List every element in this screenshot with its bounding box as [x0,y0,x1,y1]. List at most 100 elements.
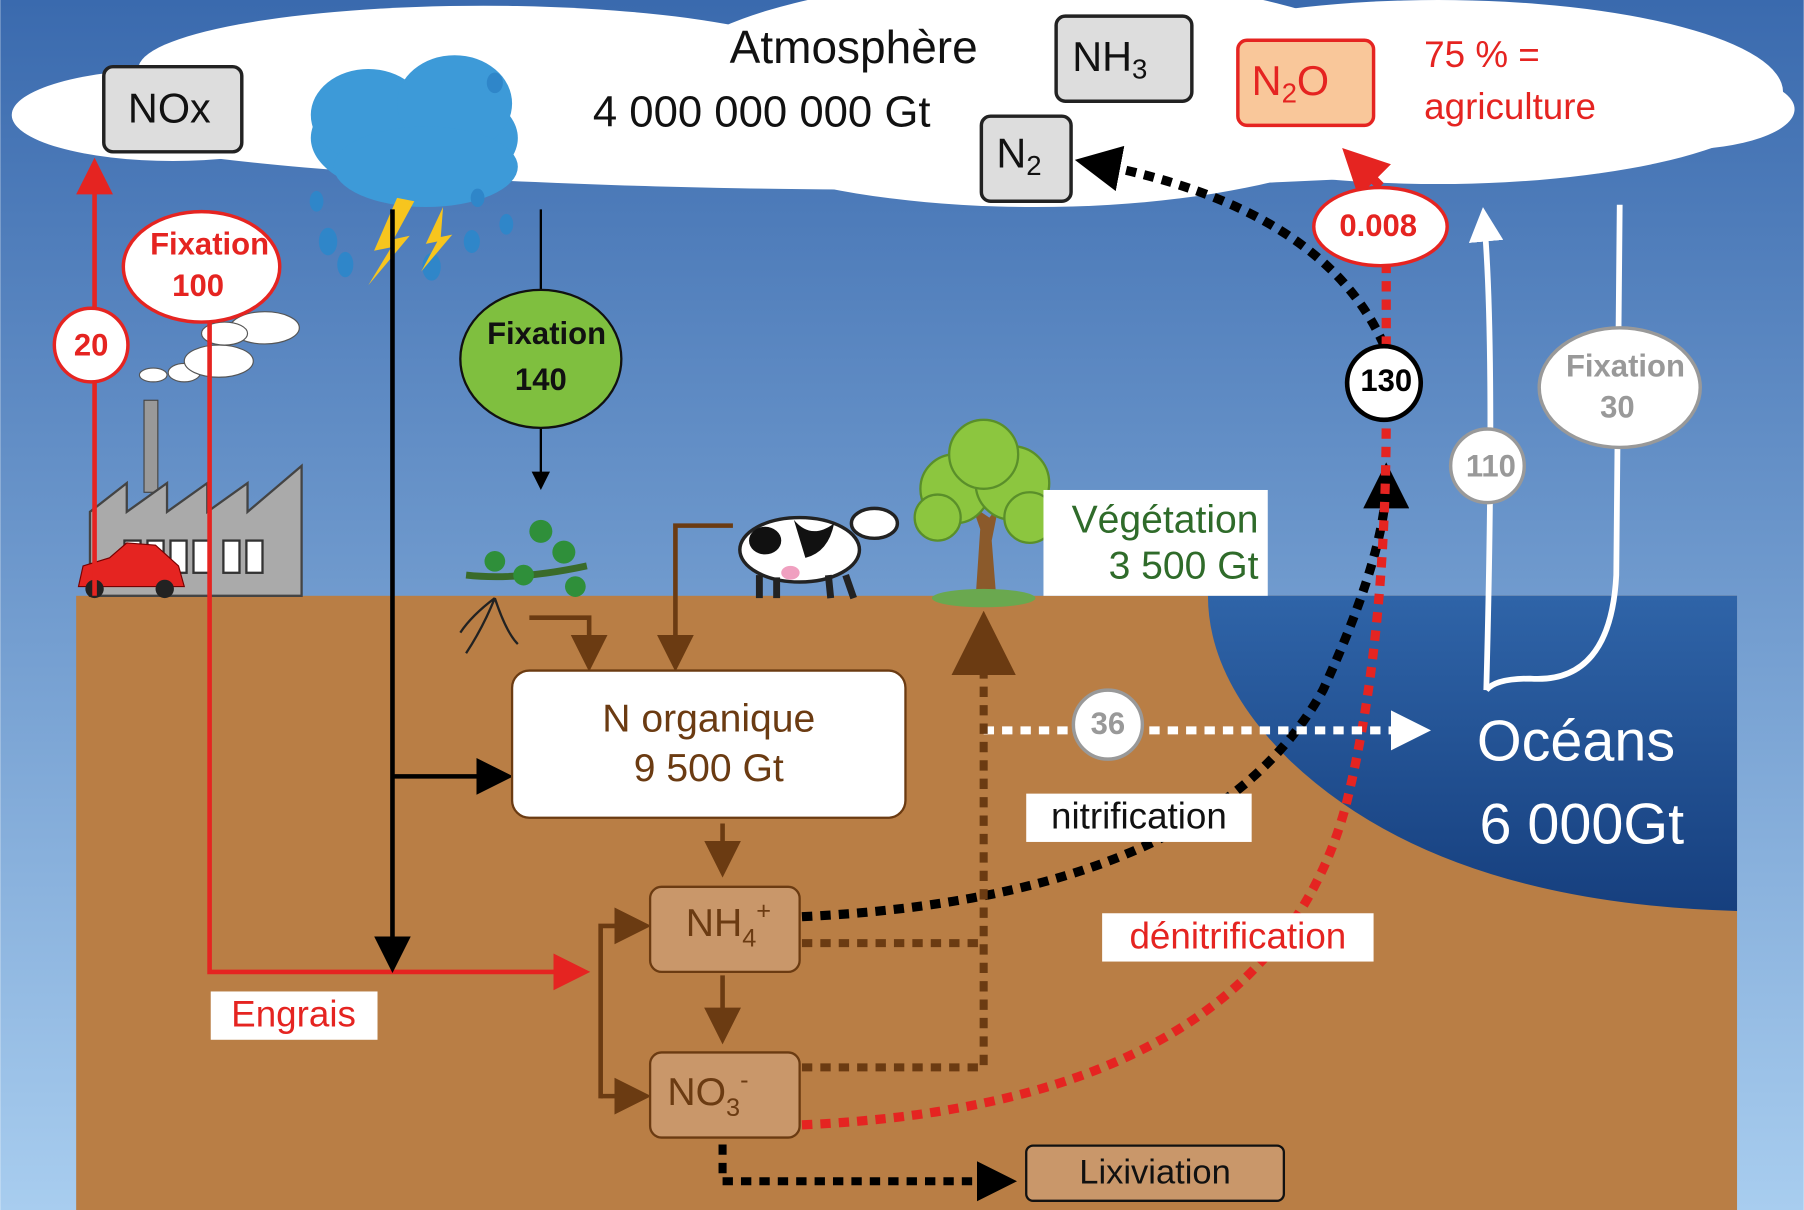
flow-arrows [76,157,1623,1115]
flux-label: Fixation [150,226,269,261]
nitrate-box [648,1051,801,1139]
flux-value: 100 [172,268,224,303]
flow-arrows-part [598,907,652,1099]
n2o-note: agriculture [1424,86,1596,127]
flux-bubble [459,288,623,430]
denitrification-box [1102,913,1374,962]
rain-cloud-icon-part-part [333,126,518,208]
factory-icon-part-part [222,539,241,574]
tree-icon-part [913,418,1057,545]
rain-cloud-icon-part-part [499,213,514,235]
n2-base: N [996,130,1026,176]
clover-icon-part-part [564,576,586,597]
organic-n-label: N organique [602,697,815,740]
n2o-box [1236,38,1376,128]
fertilizer-label: Engrais [231,993,356,1034]
rain-cloud-icon-part [309,72,514,281]
nh3-sub: 3 [1132,54,1147,85]
n2-box [979,114,1073,204]
dotted-flows-part [801,462,1410,922]
factory-icon-part [155,579,174,599]
tree-icon [913,418,1057,608]
ammonium-sup: + [756,897,771,925]
nitrate-sup: - [740,1066,748,1094]
factory-icon-part [138,311,300,383]
vegetation-amount: 3 500 Gt [1109,545,1259,588]
vegetation-box [1043,489,1268,596]
rain-cloud-icon-part-part [463,230,480,254]
flow-arrows-part [1468,207,1504,691]
rain-cloud-icon-part-part [309,190,324,212]
flux-value: 20 [74,328,109,363]
denitrification-label: dénitrification [1129,915,1346,956]
dotted-flows [718,145,1432,1202]
leaching-box [1025,1144,1286,1202]
n2o-base: N [1252,58,1282,104]
nox-label: NOx [128,86,211,132]
n2o-tail: O [1297,58,1329,104]
factory-icon-part-part [138,367,168,383]
ammonium-label: NH4+ [686,897,771,953]
dotted-flows-part [1074,145,1389,347]
flow-arrows-part [657,523,733,672]
nh3-label: NH3 [1072,34,1147,85]
rain-cloud-icon-part-part [470,188,485,208]
tree-icon-part-part [913,493,962,542]
cow-icon [738,506,900,600]
flow-arrows-part [529,615,608,672]
rain-cloud-icon-part [310,55,518,208]
clover-icon-part-part [513,564,534,586]
nitrate-label: NO3- [667,1066,748,1122]
clover-icon-part [484,519,586,597]
tree-icon-part-part [948,418,1020,490]
dotted-flows-part [801,264,1391,1130]
flow-arrows-part [1484,204,1623,693]
clover-icon-part-part [552,540,576,564]
flux-label: Fixation [487,316,606,351]
rain-cloud-icon-part-part [486,72,503,94]
nitrification-box [1026,793,1252,842]
flux-value: 130 [1360,363,1412,398]
flux-bubble [1537,326,1702,450]
nh3-base: NH [1072,34,1132,80]
flow-arrows-part [207,322,591,991]
organic-n-amount: 9 500 Gt [634,747,784,790]
cow-icon-part [749,526,782,555]
dotted-flows-part [1342,148,1391,197]
flux-value: 36 [1091,706,1126,741]
cow-icon-part-part [824,574,835,599]
dotted-flows-part [718,1144,1018,1202]
cow-icon-part [793,519,835,558]
clover-icon-part [459,597,519,654]
rain-cloud-icon-part [421,207,453,272]
n2o-label: N2O [1252,58,1329,109]
dotted-flows-part [801,610,1016,1072]
factory-icon-part [143,399,159,493]
factory-icon-part-part [200,321,249,346]
n2o-note: 75 % = [1424,34,1540,75]
fertilizer-box [210,991,378,1040]
flux-value: 110 [1466,448,1516,483]
factory-icon-part [77,542,186,588]
atmosphere-cloud-part [1564,69,1795,150]
nitrate-sub: 3 [726,1093,740,1121]
flux-bubble [121,209,282,324]
ocean [1207,595,1738,911]
flux-bubble [1312,185,1449,268]
nox-box [102,64,244,154]
n2-label: N2 [996,130,1041,181]
atmosphere-amount: 4 000 000 000 Gt [593,88,931,137]
oceans-amount: 6 000Gt [1479,792,1684,856]
clover-icon-part-part [529,519,553,543]
atmosphere-title: Atmosphère [730,21,978,73]
rain-cloud-icon-part-part [422,253,441,281]
flux-bubble [1448,427,1526,505]
factory-icon-part-part [183,344,254,378]
clover-icon-part-part [484,550,506,572]
vegetation-label: Végétation [1072,499,1259,542]
ammonium-box [648,885,801,974]
ammonium-base: NH [686,902,742,945]
flux-bubble [52,306,130,384]
oceans-label: Océans [1477,710,1675,774]
